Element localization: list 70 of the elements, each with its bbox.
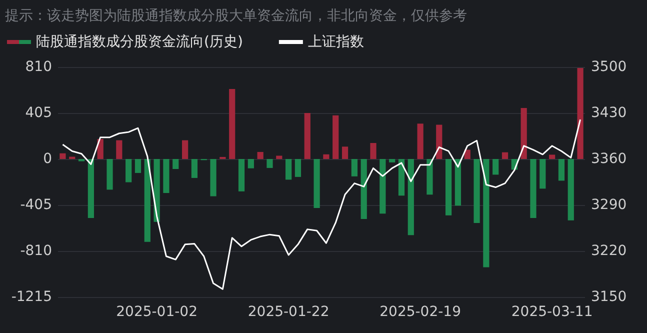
bar [106,159,113,190]
line-series [62,118,582,290]
legend-label: 陆股通指数成分股资金流向(历史) [36,34,243,50]
bar [398,159,405,196]
bar [426,159,433,195]
x-tick-label: 2025-02-19 [380,304,461,320]
bar [266,159,273,168]
bar [163,159,170,193]
bar [323,154,330,159]
bar [116,140,122,159]
bar [389,159,396,162]
y-tick-label: -405 [20,197,52,213]
bar [558,159,565,181]
bar [126,159,132,182]
bar [464,150,470,159]
y2-tick-label: 3290 [591,197,627,213]
y2-tick-label: 3220 [591,243,627,259]
bar [286,159,292,180]
bar [577,68,584,159]
x-tick-label: 2025-03-11 [511,304,593,320]
legend-label: 上证指数 [308,34,364,50]
bar [351,159,358,176]
y2-tick-label: 3360 [591,151,627,167]
y2-tick-label: 3150 [591,289,627,305]
bar [530,159,536,218]
bar [380,159,386,214]
bar [520,108,527,159]
bar [88,159,94,218]
bar [408,159,414,236]
x-tick-label: 2025-01-22 [248,304,330,320]
y-tick-label: 0 [43,151,52,167]
bar [445,159,452,216]
bar [454,159,462,206]
bar [360,159,367,219]
x-tick-label: 2025-01-02 [116,304,198,320]
bar [417,124,424,159]
bar [294,159,302,177]
bar [540,159,546,189]
y2-tick-label: 3500 [591,59,627,75]
bar [60,153,66,159]
y-tick-label: 810 [25,59,52,75]
bar [229,89,236,159]
bar [257,152,264,159]
bar [144,159,150,242]
y2-tick-label: 3430 [591,105,627,121]
bar [182,140,188,159]
bar [238,159,245,192]
bar [248,159,254,168]
y-tick-label: -1215 [11,289,52,305]
bar [436,124,442,159]
bar [474,159,480,223]
bar [492,159,499,175]
bar [134,159,142,173]
bar [210,159,216,196]
bar [314,159,320,208]
y-tick-label: -810 [20,243,52,259]
bar [172,159,179,169]
bar [191,159,198,178]
bar [568,159,574,220]
bar [97,139,104,159]
y-tick-label: 405 [25,105,52,121]
bar [483,159,490,268]
bar [276,156,282,159]
bar [549,154,556,159]
chart-title: 提示：该走势图为陆股通指数成分股大单资金流向，非北向资金，仅供参考 [5,8,467,24]
bar [370,142,376,159]
bar [304,113,310,159]
bar [332,115,339,159]
bar [342,146,348,159]
bar [502,152,508,159]
